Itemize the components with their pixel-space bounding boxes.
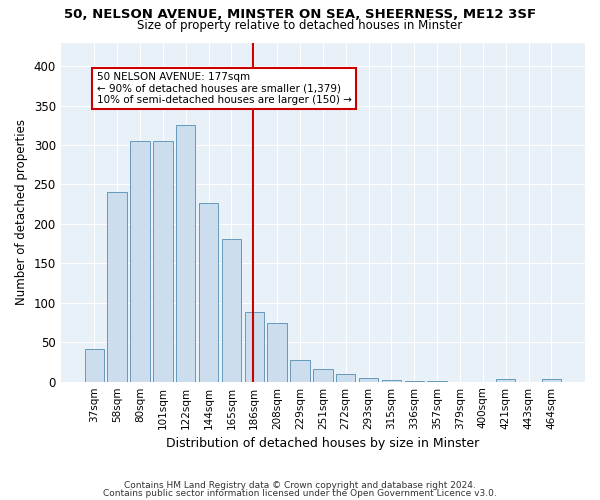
- Bar: [359, 378, 378, 382]
- Bar: [153, 141, 173, 382]
- Bar: [176, 126, 196, 382]
- Bar: [313, 369, 332, 382]
- Text: Size of property relative to detached houses in Minster: Size of property relative to detached ho…: [137, 19, 463, 32]
- Bar: [404, 381, 424, 382]
- X-axis label: Distribution of detached houses by size in Minster: Distribution of detached houses by size …: [166, 437, 479, 450]
- Text: Contains public sector information licensed under the Open Government Licence v3: Contains public sector information licen…: [103, 488, 497, 498]
- Y-axis label: Number of detached properties: Number of detached properties: [15, 119, 28, 305]
- Bar: [245, 312, 264, 382]
- Bar: [85, 348, 104, 382]
- Bar: [382, 380, 401, 382]
- Bar: [130, 141, 149, 382]
- Bar: [221, 239, 241, 382]
- Bar: [496, 378, 515, 382]
- Bar: [290, 360, 310, 382]
- Bar: [542, 378, 561, 382]
- Bar: [107, 192, 127, 382]
- Bar: [268, 324, 287, 382]
- Text: Contains HM Land Registry data © Crown copyright and database right 2024.: Contains HM Land Registry data © Crown c…: [124, 481, 476, 490]
- Text: 50 NELSON AVENUE: 177sqm
← 90% of detached houses are smaller (1,379)
10% of sem: 50 NELSON AVENUE: 177sqm ← 90% of detach…: [97, 72, 352, 105]
- Bar: [199, 202, 218, 382]
- Text: 50, NELSON AVENUE, MINSTER ON SEA, SHEERNESS, ME12 3SF: 50, NELSON AVENUE, MINSTER ON SEA, SHEER…: [64, 8, 536, 20]
- Bar: [427, 381, 447, 382]
- Bar: [336, 374, 355, 382]
